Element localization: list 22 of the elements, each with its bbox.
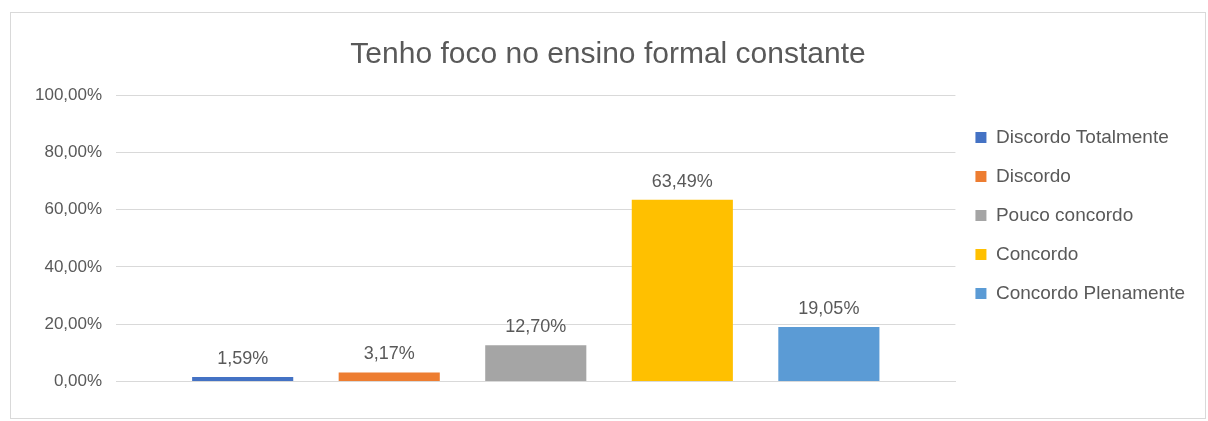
- data-label: 12,70%: [505, 316, 567, 337]
- data-label: 1,59%: [217, 348, 269, 369]
- legend-label: Pouco concordo: [995, 203, 1134, 225]
- bar: [338, 372, 440, 382]
- legend-label: Concordo Plenamente: [995, 281, 1186, 303]
- bar: [192, 377, 294, 382]
- bar: [485, 345, 587, 382]
- y-tick-label: 80,00%: [44, 142, 103, 162]
- data-label: 63,49%: [651, 170, 713, 191]
- legend-label: Concordo: [995, 242, 1079, 264]
- bar: [778, 327, 880, 382]
- bar: [631, 199, 733, 382]
- y-tick-label: 20,00%: [44, 313, 103, 333]
- chart-title: Tenho foco no ensino formal constante: [350, 36, 866, 70]
- y-tick-label: 60,00%: [44, 199, 103, 219]
- y-tick-label: 40,00%: [44, 256, 103, 276]
- y-tick-label: 100,00%: [34, 84, 103, 104]
- legend-label: Discordo: [995, 164, 1071, 186]
- data-label: 19,05%: [798, 297, 860, 318]
- data-label: 3,17%: [363, 343, 415, 364]
- y-tick-label: 0,00%: [53, 371, 103, 391]
- legend-label: Discordo Totalmente: [995, 125, 1169, 147]
